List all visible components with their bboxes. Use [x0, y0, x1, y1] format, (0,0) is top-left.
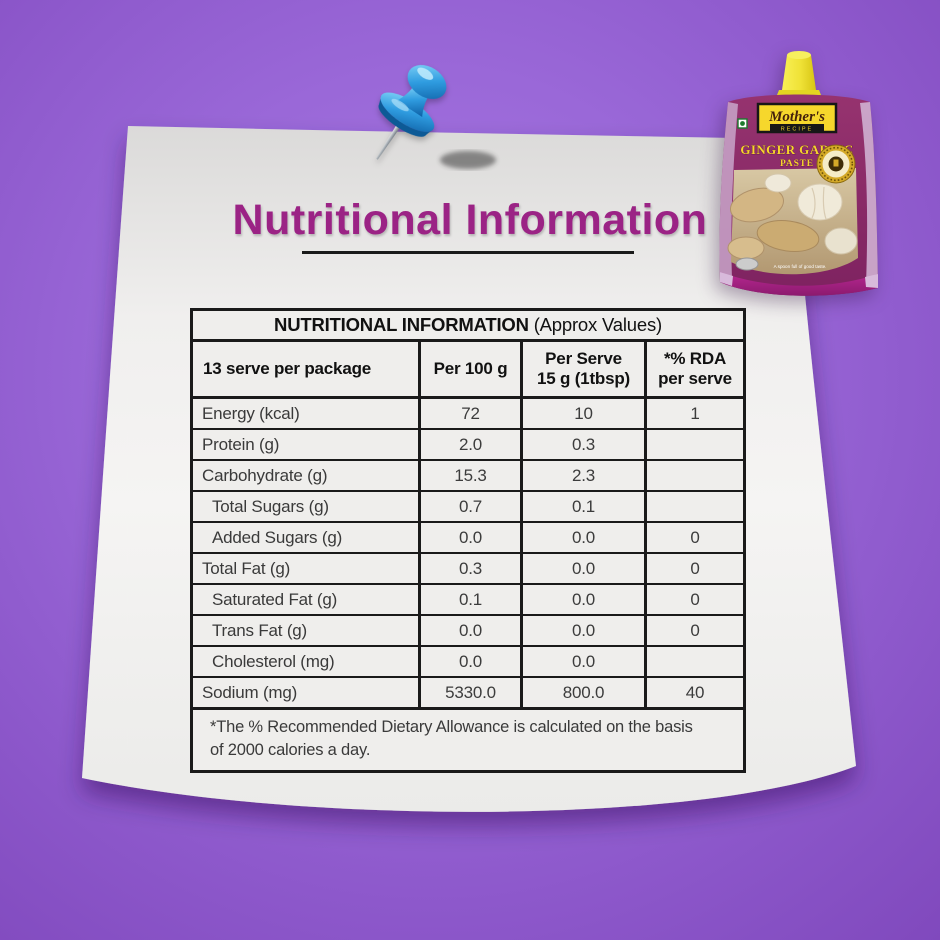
table-title-bold: NUTRITIONAL INFORMATION	[274, 314, 529, 335]
brand-strip: RECIPE	[781, 126, 813, 132]
pouch-gusset-left	[719, 102, 738, 282]
table-footnote: *The % Recommended Dietary Allowance is …	[193, 707, 743, 770]
col-header-serving: 13 serve per package	[203, 358, 372, 378]
table-row: Energy (kcal) 72 10 1	[193, 396, 743, 428]
table-row: Total Fat (g) 0.3 0.0 0	[193, 552, 743, 583]
product-pouch: Mother's RECIPE GINGER GARLIC PASTE A sp…	[719, 51, 878, 296]
veg-mark-icon	[737, 118, 748, 129]
table-row: Sodium (mg) 5330.0 800.0 40	[193, 676, 743, 707]
col-header-per-serve: Per Serve 15 g (1tbsp)	[520, 342, 644, 396]
table-row: Saturated Fat (g) 0.1 0.0 0	[193, 583, 743, 614]
table-row: Carbohydrate (g) 15.3 2.3	[193, 459, 743, 490]
table-row: Total Sugars (g) 0.7 0.1	[193, 490, 743, 521]
spout-cap	[775, 51, 823, 100]
pin-shadow	[440, 151, 496, 169]
col-header-rda: *% RDA per serve	[644, 342, 743, 396]
table-title: NUTRITIONAL INFORMATION (Approx Values)	[193, 311, 743, 339]
table-title-suffix: (Approx Values)	[528, 314, 662, 335]
pouch-gusset-right	[860, 102, 878, 288]
pouch-bottom-band	[720, 272, 878, 296]
heading-underline	[302, 251, 634, 254]
table-row: Cholesterol (mg) 0.0 0.0	[193, 645, 743, 676]
product-name-line2: PASTE	[780, 159, 814, 169]
table-row: Added Sugars (g) 0.0 0.0 0	[193, 521, 743, 552]
table-row: Trans Fat (g) 0.0 0.0 0	[193, 614, 743, 645]
product-tagline: A spoon full of good taste.	[774, 264, 827, 269]
brand-logo: Mother's RECIPE	[756, 102, 838, 134]
table-header-row: 13 serve per package Per 100 g Per Serve…	[193, 339, 743, 396]
gold-seal-badge	[816, 144, 856, 184]
brand-name: Mother's	[768, 109, 825, 125]
col-header-per-100g: Per 100 g	[418, 342, 520, 396]
footnote-line2: of 2000 calories a day.	[210, 740, 371, 759]
spoon-icon	[735, 257, 759, 271]
product-photo: A spoon full of good taste.	[727, 168, 858, 275]
nutrition-table: NUTRITIONAL INFORMATION (Approx Values) …	[190, 308, 746, 773]
table-row: Protein (g) 2.0 0.3	[193, 428, 743, 459]
footnote-line1: *The % Recommended Dietary Allowance is …	[210, 718, 693, 736]
page-title: Nutritional Information	[232, 196, 708, 244]
pushpin-icon	[376, 64, 447, 160]
